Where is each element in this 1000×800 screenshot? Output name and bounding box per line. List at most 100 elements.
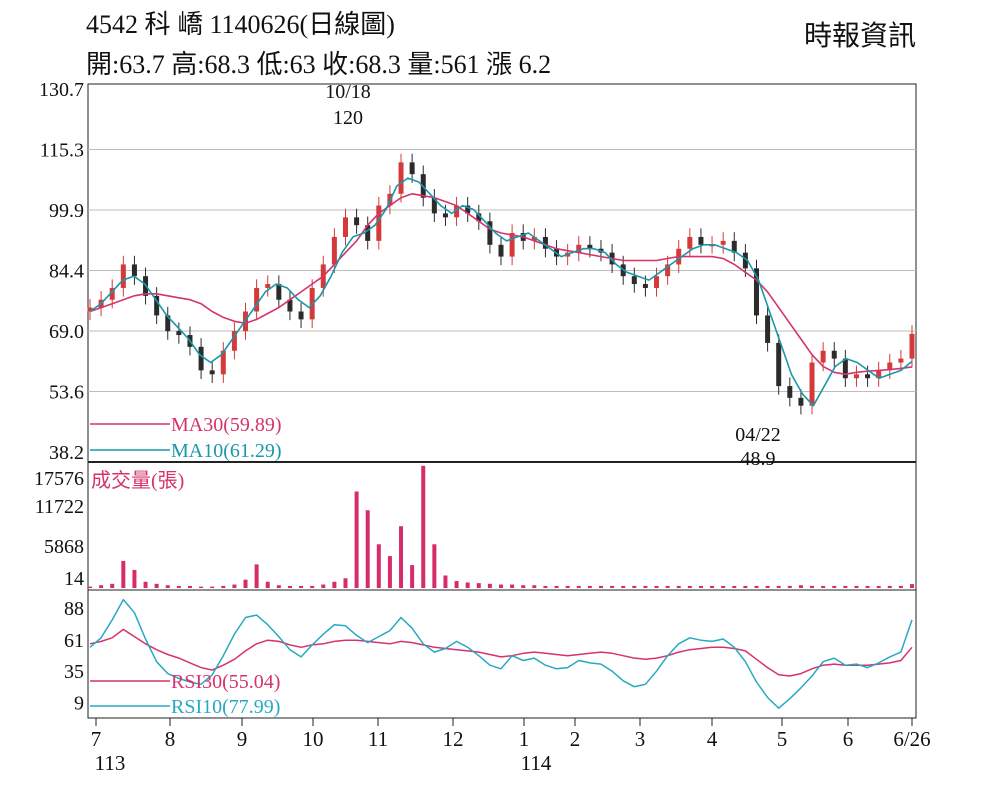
volume-panel-title: 成交量(張) — [91, 469, 184, 492]
candle-body — [354, 217, 360, 226]
candle-body — [287, 299, 293, 312]
candle-body — [876, 370, 882, 379]
rsi-y-tick-label: 88 — [64, 598, 84, 620]
volume-bar — [732, 585, 737, 588]
price-y-tick-label: 130.7 — [39, 79, 84, 101]
x-tick-label: 12 — [443, 727, 464, 751]
candle-body — [376, 205, 382, 241]
volume-bar — [287, 585, 292, 588]
candle-body — [465, 205, 471, 214]
candle-body — [254, 287, 260, 312]
volume-bar — [765, 585, 770, 588]
candle-body — [131, 264, 137, 277]
candle-body — [120, 264, 126, 288]
volume-bar — [454, 581, 459, 588]
candle-body — [198, 346, 204, 371]
volume-bar — [443, 575, 448, 588]
candle-body — [820, 350, 826, 363]
candle-body — [909, 333, 915, 359]
candle-body — [498, 244, 504, 257]
candle-body — [587, 244, 593, 249]
volume-bar — [199, 586, 204, 588]
volume-bar — [687, 585, 692, 588]
volume-bar — [399, 526, 404, 588]
volume-bar — [776, 585, 781, 588]
volume-bar — [310, 585, 315, 588]
rsi-panel-frame — [87, 589, 917, 719]
volume-bar — [798, 585, 803, 588]
volume-bar — [376, 544, 381, 588]
candle-body — [642, 284, 648, 288]
x-tick-label: 5 — [777, 727, 788, 751]
volume-bar — [221, 585, 226, 588]
volume-bar — [887, 585, 892, 588]
candle-body — [398, 162, 404, 194]
x-tick-label: 2 — [570, 727, 581, 751]
volume-bar — [810, 585, 815, 588]
candle-body — [454, 205, 460, 218]
volume-bar — [854, 585, 859, 588]
volume-y-tick-label: 5868 — [44, 536, 84, 558]
volume-bar — [910, 584, 914, 588]
volume-bar — [354, 491, 359, 588]
volume-bar — [432, 544, 437, 588]
volume-bar — [898, 585, 903, 588]
volume-bar — [421, 465, 426, 588]
volume-bar — [876, 585, 881, 588]
volume-bar — [676, 585, 681, 588]
volume-bar — [365, 510, 370, 588]
candle-body — [342, 217, 348, 237]
data-source-label: 時報資訊 — [803, 21, 916, 52]
volume-bar — [410, 565, 415, 588]
x-tick-label: 1 — [519, 727, 530, 751]
candle-body — [842, 358, 848, 379]
volume-bar — [710, 585, 715, 588]
x-tick-label: 10 — [303, 727, 324, 751]
low-date-annotation: 04/22 — [735, 424, 781, 446]
volume-bar — [232, 584, 237, 588]
candle-body — [853, 374, 859, 379]
volume-bar — [621, 585, 626, 588]
volume-bar — [465, 582, 470, 588]
x-year-label: 113 — [95, 751, 126, 775]
ohlc-summary: 開:63.7 高:68.3 低:63 收:68.3 量:561 漲 6.2 — [86, 50, 552, 79]
candle-body — [742, 252, 748, 269]
volume-bar — [476, 583, 481, 588]
candle-body — [109, 287, 115, 300]
volume-bar — [554, 585, 559, 588]
candle-body — [365, 225, 371, 241]
x-tick-label: 3 — [635, 727, 646, 751]
candle-body — [409, 162, 415, 175]
volume-panel-frame — [87, 461, 917, 591]
candle-body — [165, 315, 171, 332]
x-tick-label: 8 — [165, 727, 176, 751]
rsi-y-tick-label: 35 — [64, 661, 84, 683]
volume-bar — [643, 585, 648, 588]
candle-body — [276, 284, 282, 300]
volume-bar — [510, 584, 515, 588]
candle-body — [665, 264, 671, 277]
moving-averages — [89, 177, 913, 407]
x-tick-label: 6/26 — [893, 727, 930, 751]
volume-bar — [165, 585, 170, 588]
volume-bar — [865, 585, 870, 588]
volume-bar — [787, 585, 792, 588]
volume-bar — [632, 585, 637, 588]
candle-body — [542, 236, 548, 249]
volume-bar — [532, 585, 537, 588]
candle-body — [154, 295, 160, 316]
volume-bar — [110, 583, 115, 588]
volume-bar — [332, 581, 337, 588]
volume-bar — [698, 585, 703, 588]
volume-bar — [99, 585, 104, 588]
rsi-y-tick-label: 9 — [74, 692, 84, 714]
volume-bar — [187, 585, 192, 588]
ma10-line — [89, 177, 913, 407]
candle-body — [331, 236, 337, 265]
volume-bar — [143, 581, 148, 588]
candle-body — [531, 236, 537, 241]
candle-body — [720, 240, 726, 245]
volume-bar — [576, 585, 581, 588]
price-y-tick-label: 115.3 — [40, 140, 84, 162]
candle-body — [476, 213, 482, 222]
